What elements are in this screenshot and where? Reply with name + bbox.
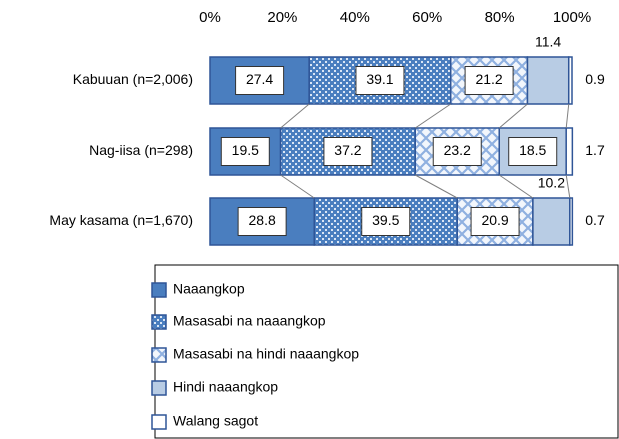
data-label: 39.1 <box>366 71 393 87</box>
connector <box>565 103 570 129</box>
legend-swatch <box>151 347 167 363</box>
label-box <box>235 66 285 95</box>
label-box <box>470 207 520 236</box>
connector <box>280 103 310 129</box>
connector <box>280 174 315 199</box>
connector <box>415 174 458 199</box>
label-box <box>237 207 287 236</box>
x-tick-label: 60% <box>412 9 442 26</box>
x-tick-label: 80% <box>485 9 515 26</box>
label-box <box>432 137 482 166</box>
y-tick-label: Nag-iisa (n=298) <box>89 142 193 158</box>
bar-segment <box>565 127 574 176</box>
x-tick-label: 0% <box>199 9 221 26</box>
data-label: 37.2 <box>334 142 361 158</box>
connector <box>498 103 528 129</box>
legend-swatch <box>151 414 167 430</box>
x-tick-label: 100% <box>553 9 591 26</box>
data-label: 0.7 <box>585 212 605 228</box>
x-tick-label: 40% <box>340 9 370 26</box>
legend-box <box>154 264 619 439</box>
label-box <box>508 137 558 166</box>
data-label: 11.4 <box>535 34 561 50</box>
data-label: 21.2 <box>475 71 502 87</box>
legend-label: Masasabi na naaangkop <box>173 313 326 329</box>
bar-segment <box>532 197 571 246</box>
y-tick-label: May kasama (n=1,670) <box>49 212 193 228</box>
y-tick-label: Kabuuan (n=2,006) <box>73 71 193 87</box>
data-label: 20.9 <box>481 212 508 228</box>
connector <box>565 174 571 199</box>
legend-label: Naaangkop <box>173 281 245 297</box>
label-box <box>323 137 373 166</box>
x-tick-label: 20% <box>267 9 297 26</box>
bar-segment <box>567 56 573 105</box>
connector <box>498 174 534 199</box>
legend-swatch <box>151 314 167 330</box>
data-label: 10.2 <box>538 175 565 191</box>
data-label: 27.4 <box>246 71 273 87</box>
data-label: 23.2 <box>444 142 471 158</box>
legend-label: Hindi naaangkop <box>173 379 278 395</box>
label-box <box>220 137 270 166</box>
label-box <box>464 66 514 95</box>
data-label: 0.9 <box>585 71 605 87</box>
connector <box>414 103 452 129</box>
data-label: 1.7 <box>585 142 605 158</box>
legend-label: Walang sagot <box>173 413 258 429</box>
bar-segment <box>569 197 574 246</box>
data-label: 39.5 <box>372 212 399 228</box>
bar-segment <box>526 56 570 105</box>
legend-swatch <box>151 282 167 298</box>
legend-swatch <box>151 380 167 396</box>
data-label: 19.5 <box>232 142 259 158</box>
label-box <box>361 207 411 236</box>
label-box <box>355 66 405 95</box>
legend-label: Masasabi na hindi naaangkop <box>173 346 359 362</box>
data-label: 28.8 <box>249 212 276 228</box>
data-label: 18.5 <box>519 142 546 158</box>
